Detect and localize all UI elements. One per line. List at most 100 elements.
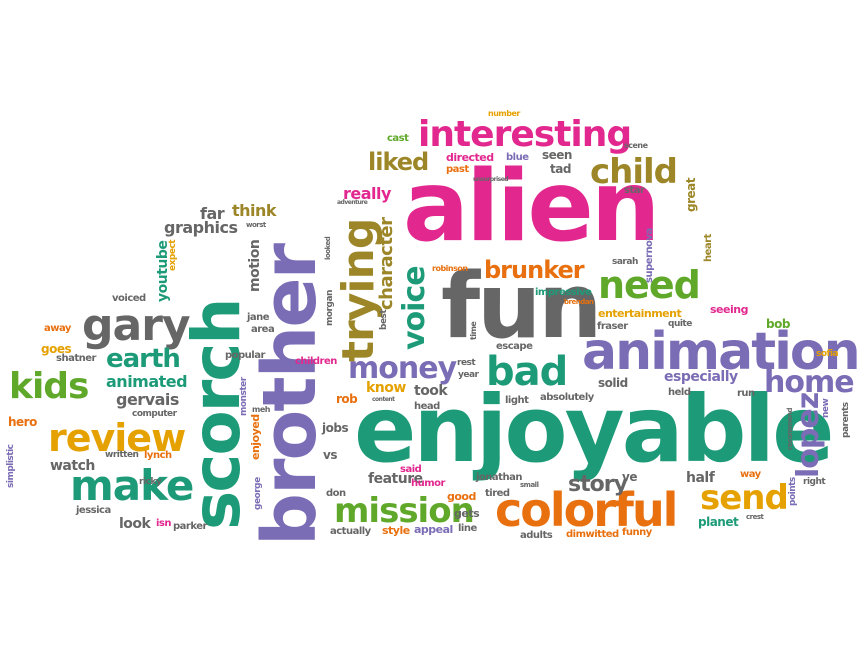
word-lynch: lynch	[144, 450, 172, 461]
word-worst: worst	[246, 221, 266, 229]
word-mission: mission	[334, 491, 475, 531]
word-brunker: brunker	[484, 256, 585, 284]
word-looked: looked	[324, 236, 332, 260]
word-time: time	[469, 321, 478, 340]
word-george: george	[253, 477, 263, 510]
word-supernova: supernova	[644, 228, 655, 283]
word-right: right	[803, 477, 826, 487]
word-appeal: appeal	[414, 523, 453, 536]
word-way: way	[740, 469, 761, 480]
word-held: held	[668, 387, 691, 398]
word-fun: fun	[441, 254, 602, 359]
word-hero: hero	[8, 415, 37, 429]
word-blue: blue	[506, 152, 529, 163]
word-recommend: recommend	[786, 408, 794, 450]
word-gary: gary	[82, 300, 191, 351]
word-planet: planet	[698, 515, 739, 529]
word-brendan: brendan	[564, 298, 594, 306]
word-written: written	[105, 450, 139, 460]
word-best: best	[379, 309, 389, 330]
word-rob: rob	[336, 392, 358, 406]
word-said: said	[400, 464, 422, 475]
word-vs: vs	[323, 448, 337, 462]
word-adventure: adventure	[337, 199, 368, 206]
word-solid: solid	[598, 376, 628, 390]
word-popular: popular	[225, 350, 265, 361]
word-voiced: voiced	[112, 293, 146, 304]
word-great: great	[684, 178, 698, 212]
word-home: home	[764, 365, 855, 400]
word-child: child	[590, 152, 678, 192]
word-gervais: gervais	[116, 390, 179, 409]
word-seen: seen	[542, 148, 572, 162]
word-adults: adults	[520, 530, 553, 541]
word-computer: computer	[132, 409, 177, 419]
word-know: know	[366, 380, 406, 396]
word-year: year	[458, 370, 479, 380]
word-graphics: graphics	[164, 218, 238, 237]
word-absolutely: absolutely	[540, 392, 594, 403]
word-bob: bob	[766, 317, 790, 331]
word-lopez: lopez	[791, 392, 826, 478]
word-think: think	[232, 201, 277, 220]
word-children: children	[295, 356, 337, 367]
word-star: star	[624, 185, 645, 196]
word-quite: quite	[668, 319, 692, 329]
word-feature: feature	[368, 471, 423, 487]
word-monster: monster	[239, 377, 249, 416]
word-style: style	[382, 524, 410, 537]
word-seeing: seeing	[710, 303, 748, 316]
word-past: past	[446, 164, 469, 175]
word-expect: expect	[168, 239, 178, 271]
word-enjoyed: enjoyed	[249, 414, 262, 460]
word-review: review	[48, 416, 186, 460]
word-small: small	[520, 481, 539, 489]
word-run: run	[737, 388, 755, 399]
word-jobs: jobs	[322, 421, 349, 435]
word-story: story	[568, 472, 628, 497]
word-robinson: robinson	[432, 264, 468, 273]
word-liked: liked	[368, 148, 429, 176]
word-sofia: sofia	[816, 349, 839, 359]
word-voice: voice	[397, 266, 432, 350]
word-content: content	[372, 396, 395, 403]
word-cast: cast	[387, 133, 409, 144]
word-ricky: ricky	[139, 477, 162, 487]
word-funny: funny	[622, 527, 652, 538]
word-morgan: morgan	[325, 290, 335, 326]
word-need: need	[598, 263, 701, 307]
word-escape: escape	[496, 341, 533, 352]
word-meh: meh	[252, 405, 270, 414]
word-send: send	[700, 478, 789, 518]
word-motion: motion	[247, 239, 263, 292]
word-jonathan: jonathan	[476, 472, 522, 483]
word-humor: humor	[411, 478, 445, 489]
word-light: light	[505, 395, 529, 406]
word-character: character	[376, 217, 397, 310]
word-away: away	[44, 323, 71, 334]
word-half: half	[686, 470, 715, 486]
word-enjoyable: enjoyable	[354, 376, 834, 483]
word-tad: tad	[550, 162, 571, 176]
word-impressive: impressive	[535, 287, 592, 298]
word-entertainment: entertainment	[598, 307, 682, 320]
word-heart: heart	[703, 234, 714, 262]
word-good: good	[447, 490, 476, 503]
word-gets: gets	[454, 507, 480, 520]
word-animated: animated	[106, 372, 188, 391]
word-took: took	[414, 383, 448, 399]
word-line: line	[458, 523, 477, 534]
word-new: new	[821, 398, 831, 418]
word-scene: scene	[624, 141, 648, 150]
word-don: don	[326, 488, 346, 499]
word-really: really	[343, 184, 391, 203]
word-goes: goes	[41, 342, 72, 356]
word-kids: kids	[9, 366, 89, 407]
word-especially: especially	[664, 369, 738, 385]
word-area: area	[251, 324, 275, 335]
word-watch: watch	[50, 458, 95, 474]
word-sarah: sarah	[612, 257, 638, 267]
word-interesting: interesting	[418, 114, 632, 155]
word-trying: trying	[333, 218, 384, 362]
